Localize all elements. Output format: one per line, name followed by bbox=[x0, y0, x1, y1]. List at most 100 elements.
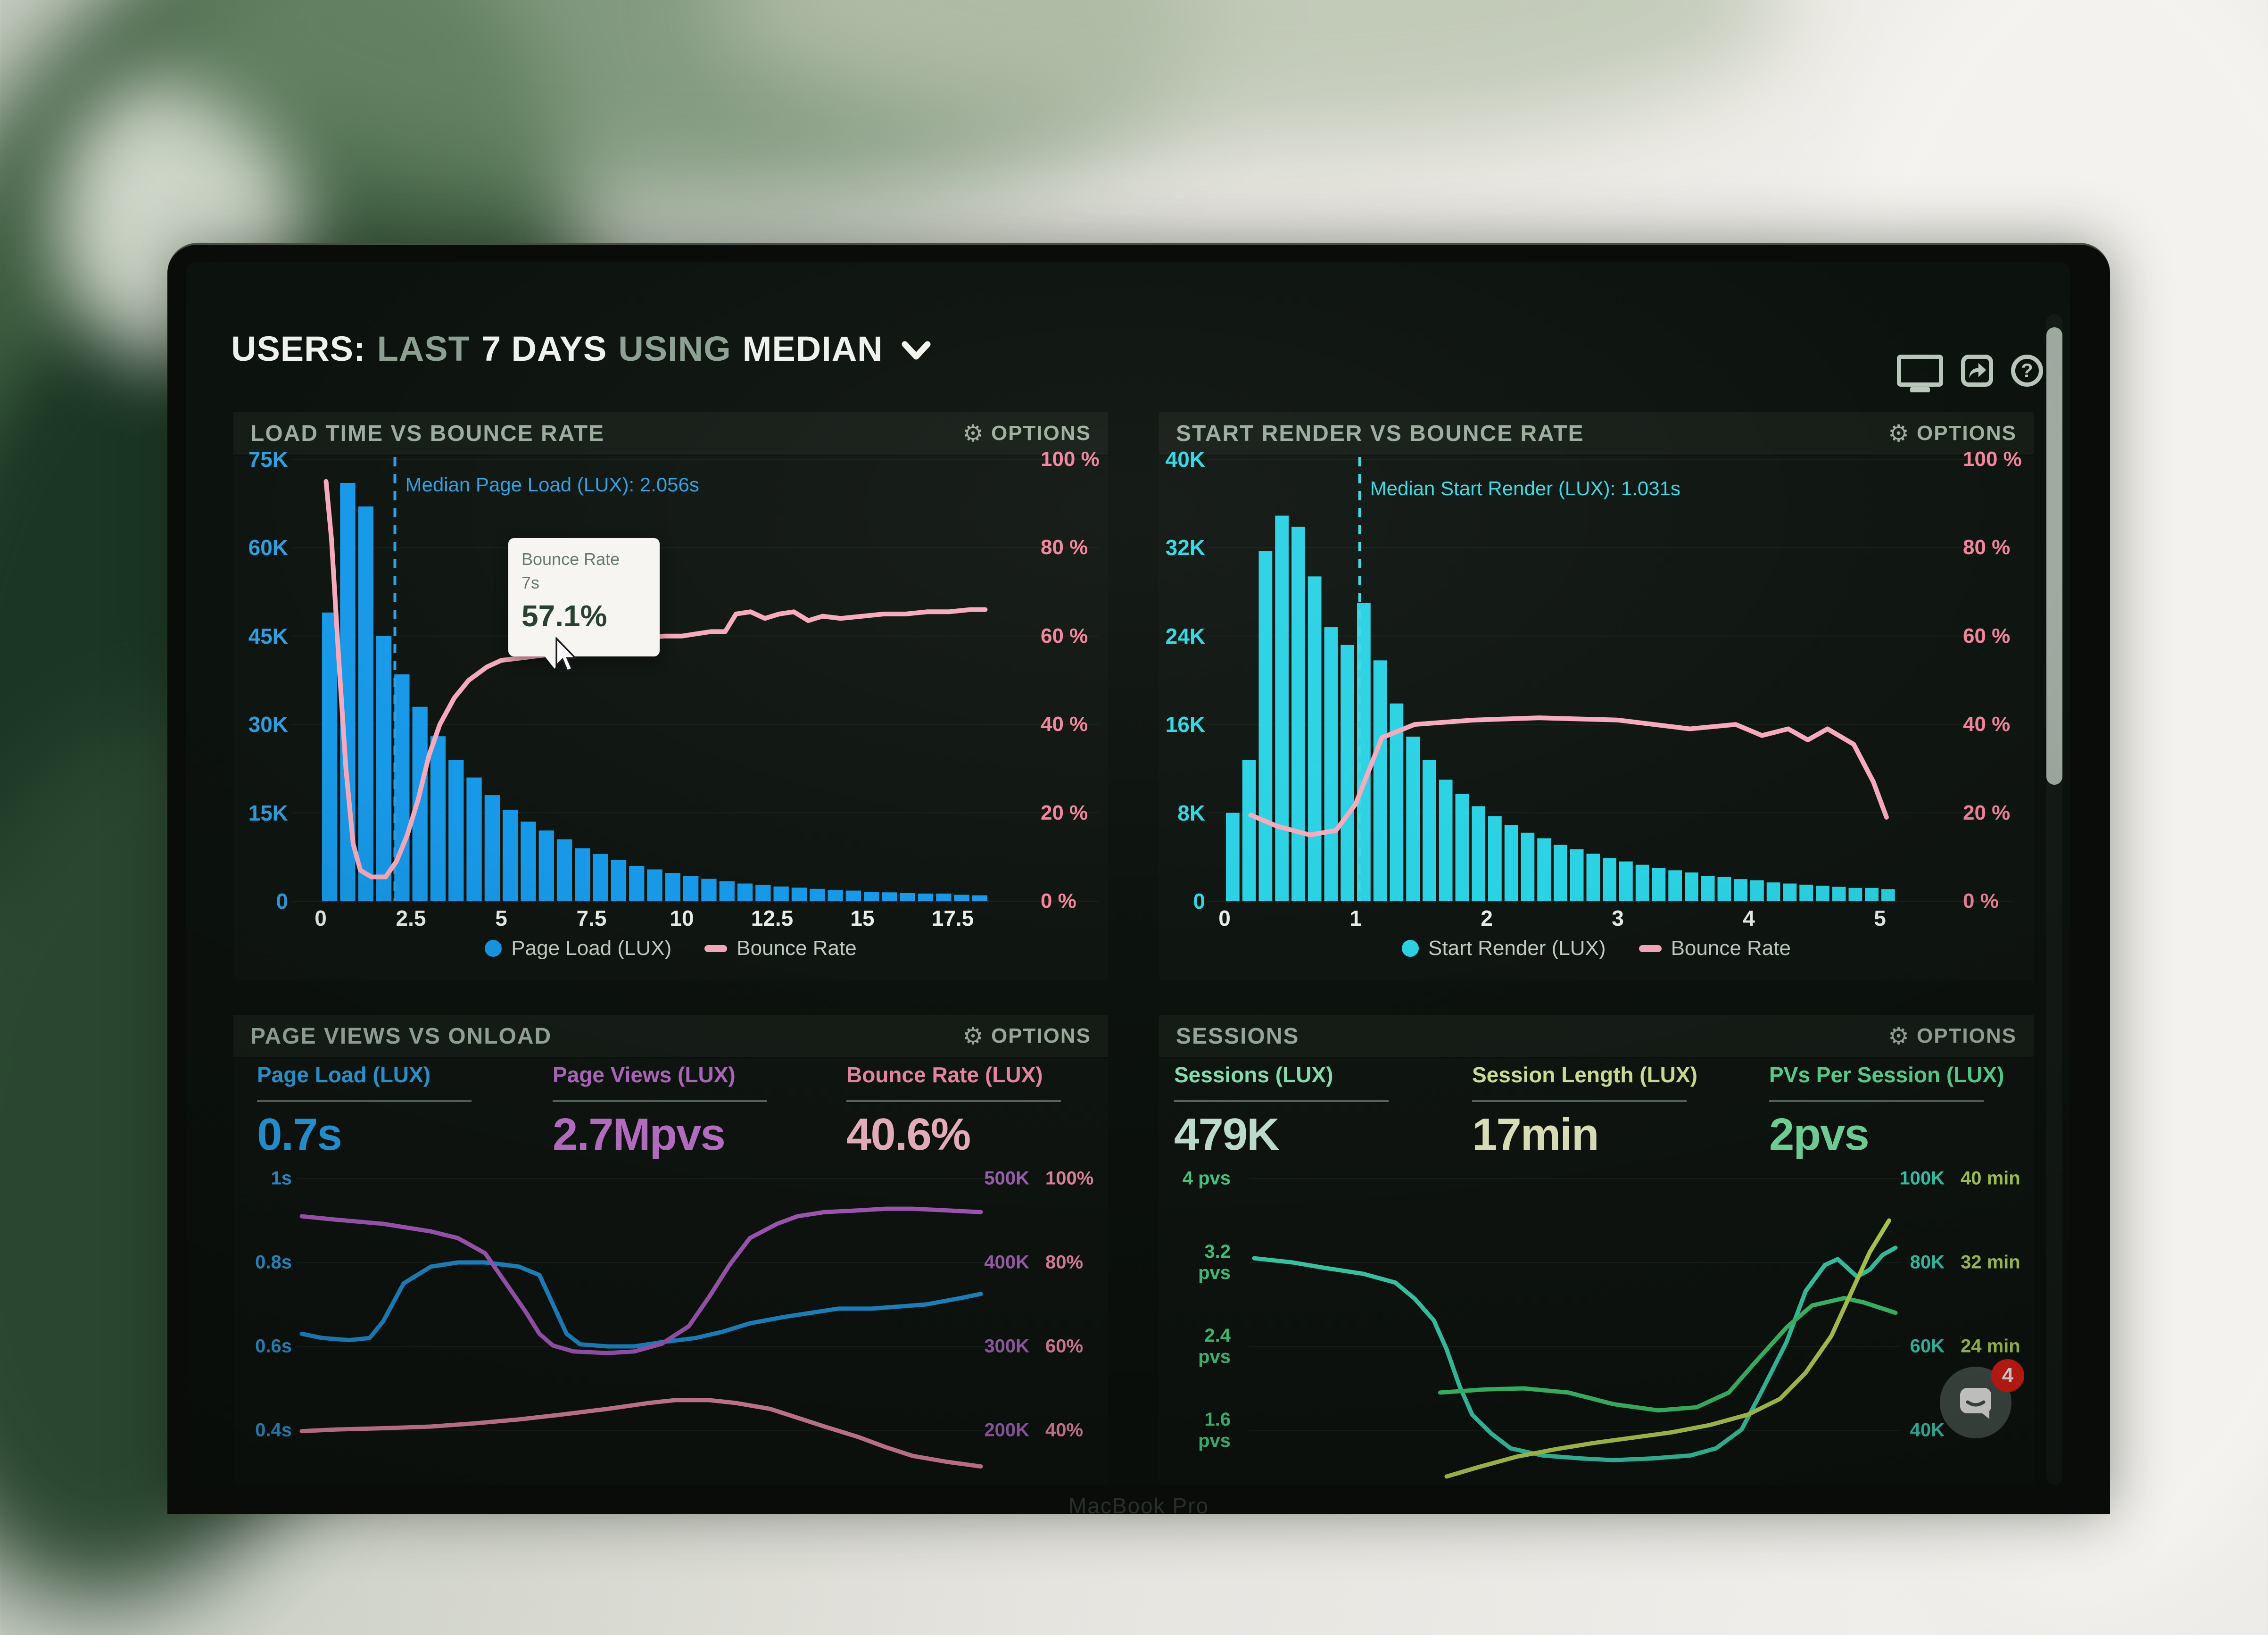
y-axis-right-tick: 0 % bbox=[1963, 889, 1999, 913]
y-axis-right-tick: 100 % bbox=[1963, 448, 2022, 471]
y-axis-left-tick: 2.4 pvs bbox=[1198, 1325, 1231, 1367]
header-segment: MEDIAN bbox=[742, 329, 883, 368]
y-axis-left-tick: 32K bbox=[1165, 535, 1205, 560]
help-icon[interactable]: ? bbox=[2011, 355, 2043, 387]
y-axis-right-pct-tick: 32 min bbox=[1961, 1252, 2020, 1273]
chat-bubble-icon bbox=[1960, 1388, 1991, 1419]
y-axis-right-tick: 20 % bbox=[1963, 801, 2011, 824]
share-icon[interactable] bbox=[1961, 355, 1993, 387]
options-button[interactable]: ⚙ OPTIONS bbox=[962, 1024, 1091, 1048]
display-icon[interactable] bbox=[1897, 355, 1943, 387]
dashboard-screen: USERS: LAST 7 DAYS USING MEDIAN ? LOAD TIME … bbox=[186, 262, 2070, 1485]
metric-value: 2pvs bbox=[1769, 1109, 1870, 1160]
y-axis-left-tick: 0 bbox=[1193, 889, 1205, 913]
y-axis-right-k-tick: 200K bbox=[984, 1419, 1029, 1441]
device-label: MacBook Pro bbox=[1068, 1494, 1209, 1518]
metric-column: Page Views (LUX) 2.7Mpvs bbox=[553, 1062, 826, 1161]
y-axis-right-k-tick: 40K bbox=[1910, 1419, 1945, 1441]
legend-item[interactable]: Bounce Rate bbox=[1639, 937, 1791, 960]
tooltip-x-value: 7s bbox=[521, 573, 540, 592]
median-annotation: Median Page Load (LUX): 2.056s bbox=[405, 473, 699, 496]
y-axis-left-tick: 40K bbox=[1165, 447, 1205, 472]
y-axis-left-tick: 45K bbox=[248, 623, 288, 648]
sessions-line-chart[interactable] bbox=[1250, 1157, 1900, 1485]
panel-header: SESSIONS ⚙ OPTIONS bbox=[1159, 1015, 2034, 1058]
load-time-histogram[interactable] bbox=[283, 455, 1108, 905]
y-axis-left-tick: 75K bbox=[248, 447, 288, 472]
x-axis-tick: 5 bbox=[1874, 906, 1886, 930]
y-axis-right-tick: 40 % bbox=[1041, 713, 1088, 736]
y-axis-left-tick: 1.6 pvs bbox=[1198, 1409, 1231, 1451]
options-label: OPTIONS bbox=[1916, 422, 2017, 445]
metric-underline bbox=[846, 1100, 1061, 1102]
metric-value: 0.7s bbox=[257, 1109, 342, 1160]
timeframe-dropdown[interactable]: USERS: LAST 7 DAYS USING MEDIAN bbox=[231, 329, 931, 369]
gear-icon: ⚙ bbox=[962, 1023, 984, 1049]
legend-label: Start Render (LUX) bbox=[1428, 937, 1606, 960]
header-segment: LAST bbox=[377, 329, 470, 368]
legend-dash-marker bbox=[704, 945, 728, 952]
metric-underline bbox=[1472, 1100, 1687, 1102]
y-axis-right-tick: 40 % bbox=[1963, 713, 2011, 736]
panel-header: PAGE VIEWS VS ONLOAD ⚙ OPTIONS bbox=[233, 1015, 1108, 1058]
chevron-down-icon bbox=[902, 341, 931, 360]
panel-load-time-vs-bounce: LOAD TIME VS BOUNCE RATE ⚙ OPTIONS 75K 60… bbox=[233, 412, 1108, 980]
options-label: OPTIONS bbox=[991, 1024, 1091, 1047]
x-axis-tick: 0 bbox=[315, 906, 327, 930]
legend-item[interactable]: Page Load (LUX) bbox=[485, 937, 671, 960]
options-button[interactable]: ⚙ OPTIONS bbox=[1888, 1024, 2017, 1048]
metric-label: Page Views (LUX) bbox=[553, 1062, 736, 1087]
panel-title: START RENDER VS BOUNCE RATE bbox=[1176, 421, 1584, 446]
x-axis-tick: 3 bbox=[1612, 906, 1624, 930]
start-render-histogram[interactable] bbox=[1198, 455, 2023, 905]
y-axis-left-tick: 0.8s bbox=[255, 1252, 292, 1273]
options-button[interactable]: ⚙ OPTIONS bbox=[962, 422, 1091, 445]
panel-start-render-vs-bounce: START RENDER VS BOUNCE RATE ⚙ OPTIONS 40… bbox=[1159, 412, 2034, 980]
y-axis-right-pct-tick: 40% bbox=[1045, 1419, 1084, 1441]
toolbar: ? bbox=[1897, 355, 2043, 387]
page-views-line-chart[interactable] bbox=[297, 1157, 985, 1485]
metric-column: Session Length (LUX) 17min bbox=[1472, 1062, 1746, 1161]
scrollbar-track[interactable] bbox=[2046, 314, 2062, 1485]
panel-header: START RENDER VS BOUNCE RATE ⚙ OPTIONS bbox=[1159, 412, 2034, 456]
x-axis-tick: 0 bbox=[1218, 906, 1231, 930]
y-axis-left-tick: 3.2 pvs bbox=[1198, 1241, 1231, 1283]
options-label: OPTIONS bbox=[991, 422, 1091, 445]
y-axis-right-k-tick: 400K bbox=[984, 1252, 1029, 1273]
y-axis-left-tick: 30K bbox=[248, 712, 288, 737]
tooltip-value: 57.1% bbox=[521, 599, 607, 633]
y-axis-left-tick: 15K bbox=[248, 800, 288, 825]
legend-dash-marker bbox=[1639, 945, 1662, 952]
legend-label: Bounce Rate bbox=[1671, 937, 1791, 960]
share-arrow-icon bbox=[1969, 363, 1987, 378]
metric-column: Page Load (LUX) 0.7s bbox=[257, 1062, 530, 1161]
legend-dot-marker bbox=[485, 940, 502, 957]
x-axis-tick: 2 bbox=[1481, 906, 1493, 930]
y-axis-right-pct-tick: 24 min bbox=[1961, 1336, 2020, 1357]
laptop: USERS: LAST 7 DAYS USING MEDIAN ? LOAD TIME … bbox=[167, 243, 2110, 1518]
legend-label: Page Load (LUX) bbox=[511, 937, 672, 960]
metric-value: 2.7Mpvs bbox=[553, 1109, 726, 1160]
legend-item[interactable]: Start Render (LUX) bbox=[1402, 937, 1606, 960]
y-axis-right-k-tick: 300K bbox=[984, 1336, 1029, 1357]
metric-label: Page Load (LUX) bbox=[257, 1062, 431, 1087]
options-button[interactable]: ⚙ OPTIONS bbox=[1888, 422, 2017, 445]
metric-underline bbox=[1769, 1100, 1984, 1102]
legend-item[interactable]: Bounce Rate bbox=[704, 937, 857, 960]
panel-page-views-vs-onload: PAGE VIEWS VS ONLOAD ⚙ OPTIONS Page Load… bbox=[233, 1015, 1108, 1485]
y-axis-left-tick: 4 pvs bbox=[1182, 1168, 1231, 1189]
panel-title: SESSIONS bbox=[1176, 1023, 1300, 1049]
header-segment: 7 DAYS bbox=[481, 329, 607, 368]
legend-dot-marker bbox=[1402, 940, 1419, 957]
metric-label: Sessions (LUX) bbox=[1174, 1062, 1333, 1087]
scrollbar-thumb[interactable] bbox=[2046, 327, 2062, 785]
chart-legend: Start Render (LUX) Bounce Rate bbox=[1159, 937, 2034, 960]
header-segment: USERS: bbox=[231, 329, 366, 368]
metric-value: 479K bbox=[1174, 1109, 1280, 1160]
y-axis-right-tick: 100 % bbox=[1041, 448, 1100, 471]
y-axis-right-pct-tick: 40 min bbox=[1961, 1168, 2020, 1189]
metric-column: Bounce Rate (LUX) 40.6% bbox=[846, 1062, 1108, 1161]
metric-underline bbox=[257, 1100, 472, 1102]
gear-icon: ⚙ bbox=[962, 420, 984, 447]
y-axis-right-tick: 60 % bbox=[1963, 624, 2011, 647]
